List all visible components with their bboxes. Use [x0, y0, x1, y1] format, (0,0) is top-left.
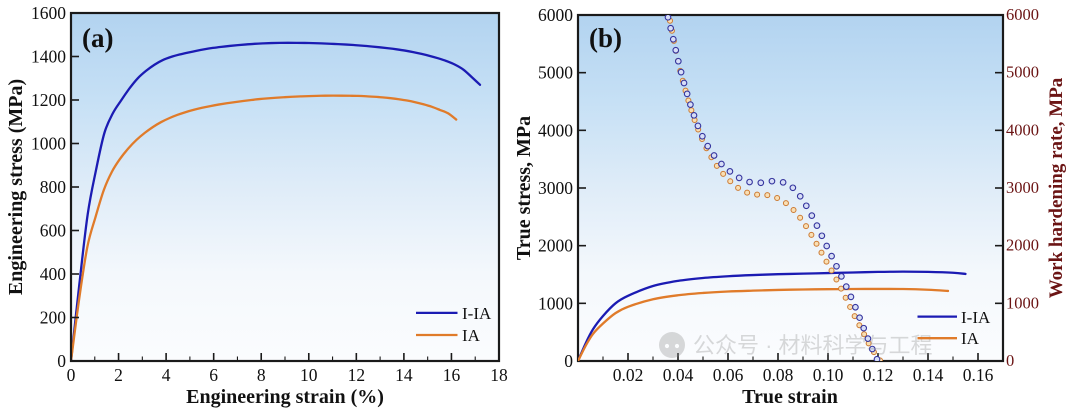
svg-text:Engineering stress (MPa): Engineering stress (MPa)	[5, 79, 27, 295]
svg-text:0.04: 0.04	[663, 365, 694, 385]
svg-text:1600: 1600	[31, 3, 66, 23]
svg-text:0: 0	[1006, 351, 1014, 370]
svg-text:1200: 1200	[31, 90, 66, 110]
svg-text:0.14: 0.14	[913, 365, 944, 385]
svg-text:1000: 1000	[1006, 294, 1039, 313]
svg-text:0: 0	[57, 351, 66, 371]
svg-text:Work hardening rate, MPa: Work hardening rate, MPa	[1046, 77, 1067, 298]
svg-text:1000: 1000	[31, 134, 66, 154]
svg-text:4: 4	[162, 365, 171, 385]
svg-text:2000: 2000	[1006, 236, 1039, 255]
svg-text:True strain: True strain	[742, 386, 838, 408]
svg-text:0.12: 0.12	[863, 365, 894, 385]
svg-text:5000: 5000	[1006, 63, 1039, 82]
svg-text:True stress, MPa: True stress, MPa	[513, 116, 535, 260]
svg-text:16: 16	[443, 365, 461, 385]
svg-text:14: 14	[395, 365, 413, 385]
svg-text:8: 8	[257, 365, 266, 385]
svg-text:IA: IA	[462, 326, 481, 345]
svg-text:1000: 1000	[538, 294, 573, 314]
svg-text:2: 2	[114, 365, 123, 385]
svg-text:5000: 5000	[538, 63, 573, 83]
svg-text:6000: 6000	[538, 5, 573, 25]
svg-text:1400: 1400	[31, 47, 66, 67]
svg-text:0.08: 0.08	[763, 365, 794, 385]
svg-text:(a): (a)	[82, 23, 113, 53]
svg-text:6000: 6000	[1006, 5, 1039, 24]
svg-text:I-IA: I-IA	[462, 304, 492, 323]
svg-text:3000: 3000	[1006, 178, 1039, 197]
svg-text:3000: 3000	[538, 178, 573, 198]
svg-text:0.10: 0.10	[813, 365, 844, 385]
svg-text:6: 6	[209, 365, 218, 385]
svg-text:I-IA: I-IA	[961, 308, 991, 327]
svg-text:600: 600	[40, 221, 67, 241]
svg-text:IA: IA	[961, 329, 980, 348]
svg-text:0.02: 0.02	[613, 365, 644, 385]
svg-text:4000: 4000	[538, 121, 573, 141]
svg-text:0.06: 0.06	[713, 365, 744, 385]
svg-text:200: 200	[40, 308, 67, 328]
svg-text:400: 400	[40, 264, 67, 284]
svg-text:0: 0	[67, 365, 76, 385]
svg-text:10: 10	[300, 365, 318, 385]
svg-text:公众号 · 材料科学与工程: 公众号 · 材料科学与工程	[693, 333, 933, 358]
svg-text:2000: 2000	[538, 236, 573, 256]
svg-text:(b): (b)	[589, 23, 622, 53]
svg-text:800: 800	[40, 177, 67, 197]
svg-text:4000: 4000	[1006, 121, 1039, 140]
svg-text:Engineering strain (%): Engineering strain (%)	[186, 386, 384, 408]
svg-text:12: 12	[348, 365, 366, 385]
svg-text:18: 18	[490, 365, 508, 385]
svg-text:0: 0	[564, 351, 573, 371]
svg-text:0.16: 0.16	[963, 365, 994, 385]
